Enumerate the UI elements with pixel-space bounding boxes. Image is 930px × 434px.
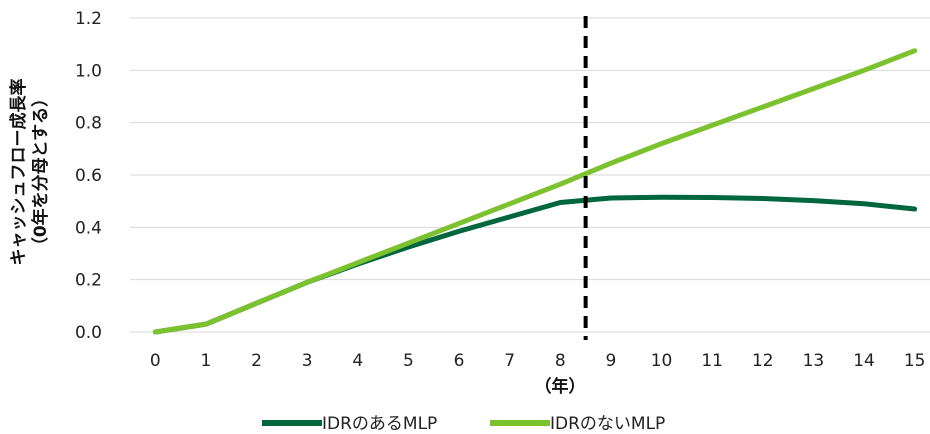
y-axis-title-line2: （0年を分母とする） — [30, 90, 51, 254]
y-tick-label: 1.2 — [75, 9, 102, 29]
x-tick-label: 7 — [504, 351, 515, 371]
y-tick-label: 0.0 — [75, 323, 102, 343]
series-lines — [152, 48, 918, 335]
x-tick-labels: 0 1 2 3 4 5 6 7 8 9 10 11 12 13 14 15 — [150, 351, 926, 371]
x-tick-label: 15 — [904, 351, 926, 371]
x-tick-label: 3 — [302, 351, 313, 371]
x-axis-title: （年） — [535, 376, 586, 397]
x-tick-label: 14 — [853, 351, 875, 371]
x-tick-label: 13 — [803, 351, 825, 371]
series-line-1 — [152, 48, 918, 335]
x-tick-label: 9 — [606, 351, 617, 371]
y-tick-label: 0.4 — [75, 218, 102, 238]
y-tick-label: 0.6 — [75, 166, 102, 186]
series-line-0 — [152, 194, 918, 335]
x-tick-label: 0 — [150, 351, 161, 371]
x-tick-label: 10 — [651, 351, 673, 371]
x-tick-label: 12 — [752, 351, 774, 371]
x-tick-label: 1 — [201, 351, 212, 371]
legend: IDRのあるMLP IDRのないMLP — [262, 414, 665, 434]
legend-label-idr-with: IDRのあるMLP — [322, 414, 437, 434]
x-tick-label: 11 — [701, 351, 723, 371]
x-tick-label: 6 — [454, 351, 465, 371]
y-tick-labels: 0.0 0.2 0.4 0.6 0.8 1.0 1.2 — [75, 9, 102, 343]
x-tick-label: 4 — [352, 351, 363, 371]
legend-label-idr-without: IDRのないMLP — [550, 414, 665, 434]
gridlines — [130, 17, 930, 333]
x-tick-label: 2 — [251, 351, 262, 371]
x-tick-label: 8 — [555, 351, 566, 371]
y-tick-label: 0.2 — [75, 271, 102, 291]
y-axis-title-line1: キャッシュフロー成長率 — [8, 79, 29, 266]
x-tick-label: 5 — [403, 351, 414, 371]
y-tick-label: 1.0 — [75, 61, 102, 81]
y-tick-label: 0.8 — [75, 114, 102, 134]
